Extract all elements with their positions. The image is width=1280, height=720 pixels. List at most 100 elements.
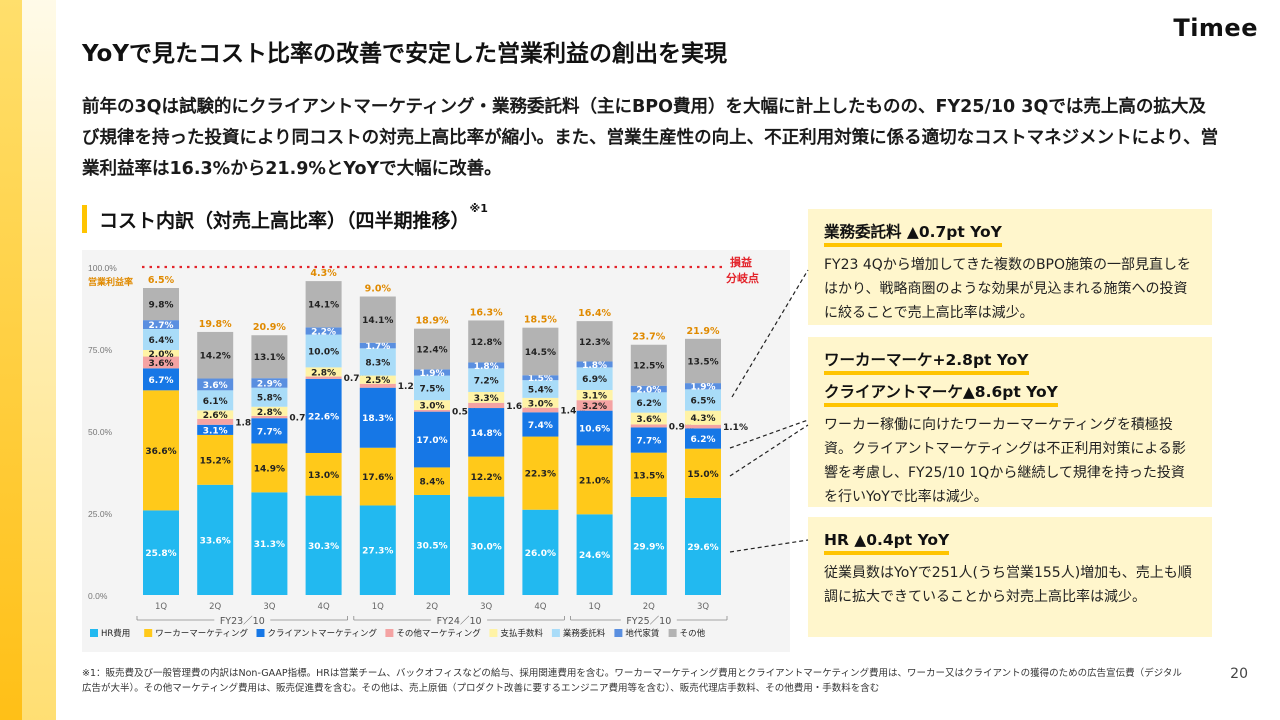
- data-label: 14.1%: [362, 316, 393, 326]
- group-label: FY23／10: [220, 616, 265, 627]
- bar-segment-3: [359, 383, 396, 388]
- y-tick-label: 50.0%: [88, 427, 113, 437]
- card-outsourcing: 業務委託料 ▲0.7pt YoY FY23 4Qから増加してきた複数のBPO施策…: [808, 209, 1212, 325]
- op-margin-label: 営業利益率: [88, 276, 133, 288]
- bar-segment-7: [414, 328, 450, 370]
- data-label: 14.1%: [308, 301, 339, 311]
- card-marketing: ワーカーマーケ+2.8pt YoY クライアントマーケ▲8.6pt YoY ワー…: [808, 337, 1212, 507]
- group-label: FY25／10: [626, 616, 671, 627]
- bar-segment-3: [197, 418, 234, 425]
- x-tick-label: 2Q: [643, 602, 655, 612]
- section-title: コスト内訳（対売上高比率）（四半期推移）: [99, 209, 470, 232]
- legend-swatch: [90, 629, 98, 637]
- bar-segment-3: [414, 410, 450, 412]
- bar-segment-4: [143, 349, 179, 357]
- data-label: 22.6%: [308, 412, 339, 422]
- data-label: 3.6%: [636, 415, 661, 425]
- bar-segment-0: [685, 497, 721, 595]
- data-label: 8.4%: [420, 478, 445, 488]
- data-label: 5.4%: [528, 386, 553, 396]
- section-heading: コスト内訳（対売上高比率）（四半期推移）※1: [82, 202, 488, 233]
- bar-segment-3: [305, 376, 342, 379]
- data-label: 17.0%: [416, 436, 447, 446]
- bar-segment-5: [143, 328, 179, 350]
- legend-label: ワーカーマーケティング: [155, 628, 248, 639]
- data-label: 14.8%: [471, 429, 502, 439]
- op-margin-value: 18.9%: [416, 316, 449, 327]
- bar-segment-7: [468, 320, 505, 363]
- bar-segment-3: [143, 356, 179, 369]
- data-label: 6.4%: [149, 336, 174, 346]
- bar-segment-1: [630, 452, 667, 497]
- data-label: 6.5%: [691, 397, 716, 407]
- card-hr-head: HR ▲0.4pt YoY: [824, 529, 950, 555]
- data-label: 0.9%: [669, 422, 694, 432]
- bar-segment-6: [468, 362, 505, 369]
- bar-segment-1: [359, 447, 396, 506]
- data-label: 13.5%: [633, 471, 664, 481]
- data-label: 1.9%: [420, 369, 445, 379]
- bar-segment-3: [630, 424, 667, 428]
- legend-swatch: [551, 629, 560, 637]
- bar-segment-7: [197, 331, 234, 379]
- bar-segment-6: [414, 369, 450, 376]
- op-margin-value: 19.8%: [199, 319, 232, 330]
- bar-segment-4: [522, 397, 559, 408]
- bar-segment-3: [522, 407, 559, 413]
- bar-segment-2: [251, 418, 288, 444]
- data-label: 1.7%: [365, 342, 390, 352]
- bar-segment-5: [197, 390, 234, 411]
- bar-segment-6: [143, 320, 179, 329]
- bar-segment-5: [630, 392, 667, 413]
- legend-label: 業務委託料: [563, 628, 606, 639]
- data-label: 36.6%: [145, 447, 176, 457]
- data-label: 2.7%: [149, 321, 174, 331]
- legend-label: 地代家賃: [625, 628, 660, 639]
- card-hr-body: 従業員数はYoYで251人(うち営業155人)増加も、売上も順調に拡大できている…: [824, 565, 1192, 605]
- bar-segment-1: [305, 452, 342, 496]
- bar-segment-2: [305, 378, 342, 453]
- bar-segment-5: [251, 387, 288, 407]
- data-label: 12.5%: [633, 362, 664, 372]
- data-label: 31.3%: [254, 540, 285, 550]
- data-label: 0.5%: [452, 407, 477, 417]
- x-tick-label: 1Q: [372, 602, 384, 612]
- bar-segment-1: [143, 390, 179, 511]
- data-label: 6.1%: [203, 397, 228, 407]
- legend-swatch: [144, 629, 153, 637]
- data-label: 8.3%: [365, 358, 390, 368]
- bar-segment-2: [359, 387, 396, 448]
- data-label: 1.5%: [528, 374, 553, 384]
- y-tick-label: 0.0%: [88, 591, 108, 601]
- bar-segment-2: [143, 368, 179, 391]
- bar-segment-7: [143, 287, 179, 321]
- bar-segment-0: [143, 510, 179, 595]
- bar-segment-3: [251, 415, 288, 419]
- data-label: 7.5%: [420, 384, 445, 394]
- left-decoration-stripe: [0, 0, 22, 720]
- x-tick-label: 1Q: [155, 602, 167, 612]
- data-label: 4.3%: [691, 414, 716, 424]
- bar-segment-3: [576, 400, 613, 411]
- bar-segment-5: [305, 334, 342, 368]
- bar-segment-0: [414, 494, 450, 595]
- data-label: 2.6%: [203, 411, 228, 421]
- data-label: 6.7%: [149, 376, 174, 386]
- bar-segment-6: [576, 361, 613, 368]
- bar-segment-7: [251, 335, 288, 379]
- bar-segment-7: [359, 296, 396, 343]
- data-label: 29.6%: [687, 543, 718, 553]
- data-label: 7.4%: [528, 421, 553, 431]
- bar-segment-4: [251, 406, 288, 416]
- legend-label: その他: [680, 628, 706, 639]
- bar-segment-7: [685, 338, 721, 384]
- data-label: 29.9%: [633, 542, 664, 552]
- y-tick-label: 100.0%: [88, 263, 117, 273]
- data-label: 1.6%: [506, 402, 531, 412]
- bar-segment-4: [468, 391, 505, 403]
- bar-segment-1: [685, 448, 721, 498]
- data-label: 3.1%: [582, 392, 607, 402]
- op-margin-value: 20.9%: [253, 322, 286, 333]
- data-label: 2.5%: [365, 376, 390, 386]
- bar-segment-4: [197, 410, 234, 419]
